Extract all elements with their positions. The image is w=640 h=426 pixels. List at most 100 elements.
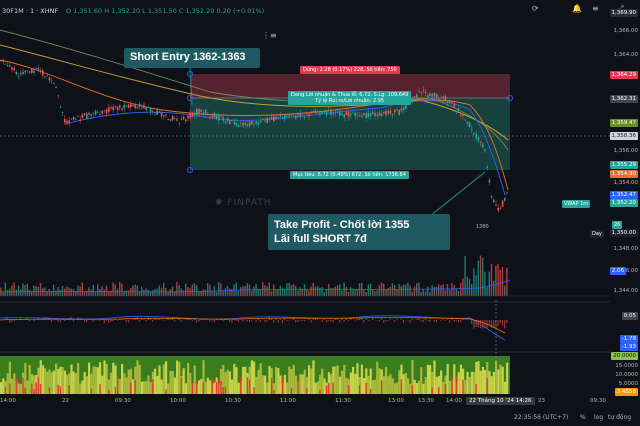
volume-bar xyxy=(356,288,358,296)
bell-icon[interactable]: 🔔 xyxy=(572,4,582,13)
candle-body xyxy=(328,110,330,111)
oscillator-bar xyxy=(198,380,201,394)
oscillator-signal-bar xyxy=(196,381,198,394)
short-entry-label[interactable]: Short Entry 1362-1363 xyxy=(124,48,260,68)
oscillator-bar xyxy=(266,382,269,394)
candle-body xyxy=(132,104,134,107)
take-profit-label[interactable]: Take Profit - Chốt lời 1355 Lãi full SHO… xyxy=(268,214,450,250)
oscillator-bar xyxy=(257,369,260,394)
rsi-tag: 0.05 xyxy=(621,312,638,320)
candle-body xyxy=(149,107,152,112)
macd-bar xyxy=(99,320,101,321)
oscillator-bar xyxy=(376,361,379,394)
oscillator-bar xyxy=(101,375,104,394)
macd-bar xyxy=(332,320,334,323)
oscillator-bar xyxy=(6,373,9,394)
oscillator-signal-bar xyxy=(224,386,227,394)
log-toggle[interactable]: log xyxy=(594,414,604,421)
expand-icon[interactable]: ⤢ xyxy=(617,4,623,14)
oscillator-bar xyxy=(165,361,168,394)
macd-bar xyxy=(504,320,506,329)
oscillator-bar xyxy=(171,370,174,394)
reload-icon[interactable]: ⟳ xyxy=(532,4,539,13)
oscillator-bar xyxy=(501,366,504,394)
candle-body xyxy=(429,93,431,97)
auto-toggle[interactable]: tự động xyxy=(608,414,632,421)
oscillator-bar xyxy=(409,383,412,394)
toolbar-lines-icon[interactable]: ⋮≡ xyxy=(262,31,277,40)
macd-bar xyxy=(57,320,59,322)
volume-bar xyxy=(20,289,22,296)
candle-body xyxy=(229,120,231,124)
oscillator-bar xyxy=(497,369,500,394)
volume-bar xyxy=(308,290,310,296)
oscillator-signal-bar xyxy=(319,389,321,394)
price-scale[interactable]: 1,369.90 1,366.00 1,364.00 1,364.29 1,36… xyxy=(609,0,640,396)
volume-bar xyxy=(317,285,319,296)
oscillator-signal-bar xyxy=(332,382,334,394)
volume-bar xyxy=(345,287,347,296)
volume-bar xyxy=(108,291,110,296)
candle-body xyxy=(121,108,123,111)
percent-toggle[interactable]: % xyxy=(580,414,586,421)
oscillator-bar xyxy=(433,360,436,394)
volume-bar xyxy=(273,284,275,296)
macd-bar xyxy=(20,317,22,320)
macd-bar xyxy=(33,320,35,322)
oscillator-bar xyxy=(264,375,267,394)
oscillator-bar xyxy=(173,377,176,394)
candle-body xyxy=(215,114,218,120)
candle-body xyxy=(152,110,154,112)
candle-body xyxy=(136,106,139,109)
macd-bar xyxy=(191,320,193,321)
candle-body xyxy=(53,82,55,84)
candle-body xyxy=(141,107,143,109)
candle-body xyxy=(110,107,112,109)
candle-body xyxy=(442,96,444,98)
volume-bar xyxy=(363,289,365,296)
price-tag-entry: 1,362.31 xyxy=(609,95,638,103)
oscillator-bar xyxy=(464,379,467,394)
oscillator-bar xyxy=(52,370,55,394)
target-zone[interactable] xyxy=(190,98,510,170)
candle-body xyxy=(255,121,257,124)
oscillator-signal-bar xyxy=(431,387,433,394)
candle-body xyxy=(22,71,24,74)
macd-tag-2: -1.93 xyxy=(619,343,638,351)
oscillator-bar xyxy=(33,375,36,394)
volume-bar xyxy=(438,284,440,296)
oscillator-bar xyxy=(303,369,306,394)
macd-bar xyxy=(350,317,352,320)
macd-bar xyxy=(275,317,277,320)
oscillator-bar xyxy=(63,370,66,394)
candle-body xyxy=(222,116,224,121)
price-tag-top: 1,369.90 xyxy=(609,9,638,17)
volume-bar xyxy=(389,286,391,296)
volume-bar xyxy=(64,288,66,296)
oscillator-bar xyxy=(363,378,366,394)
drawing-toolbar[interactable]: ⋮≡ xyxy=(262,32,282,48)
candle-body xyxy=(72,116,75,120)
oscillator-signal-bar xyxy=(246,377,249,394)
menu-icon[interactable]: ≡ xyxy=(592,4,599,13)
volume-bar xyxy=(400,286,402,296)
volume-bar xyxy=(354,289,356,296)
time-axis[interactable]: 14:00 22 09:30 10:00 10:30 11:00 11:30 1… xyxy=(0,396,610,408)
macd-bar xyxy=(411,318,413,320)
macd-bar xyxy=(86,320,88,323)
clock[interactable]: 22:35:56 (UTC+7) xyxy=(514,414,569,421)
oscillator-bar xyxy=(301,374,304,394)
volume-bar xyxy=(347,291,350,296)
volume-bar xyxy=(431,285,433,296)
macd-bar xyxy=(251,320,253,322)
macd-bar xyxy=(453,320,455,323)
oscillator-bar xyxy=(255,376,258,394)
candle-body xyxy=(125,105,128,107)
candle-body xyxy=(317,112,319,114)
volume-bar xyxy=(310,286,312,296)
candle-body xyxy=(374,112,376,117)
volume-bar xyxy=(457,290,460,296)
symbol-label[interactable]: 30F1M · 1 · XHNF xyxy=(2,7,59,15)
